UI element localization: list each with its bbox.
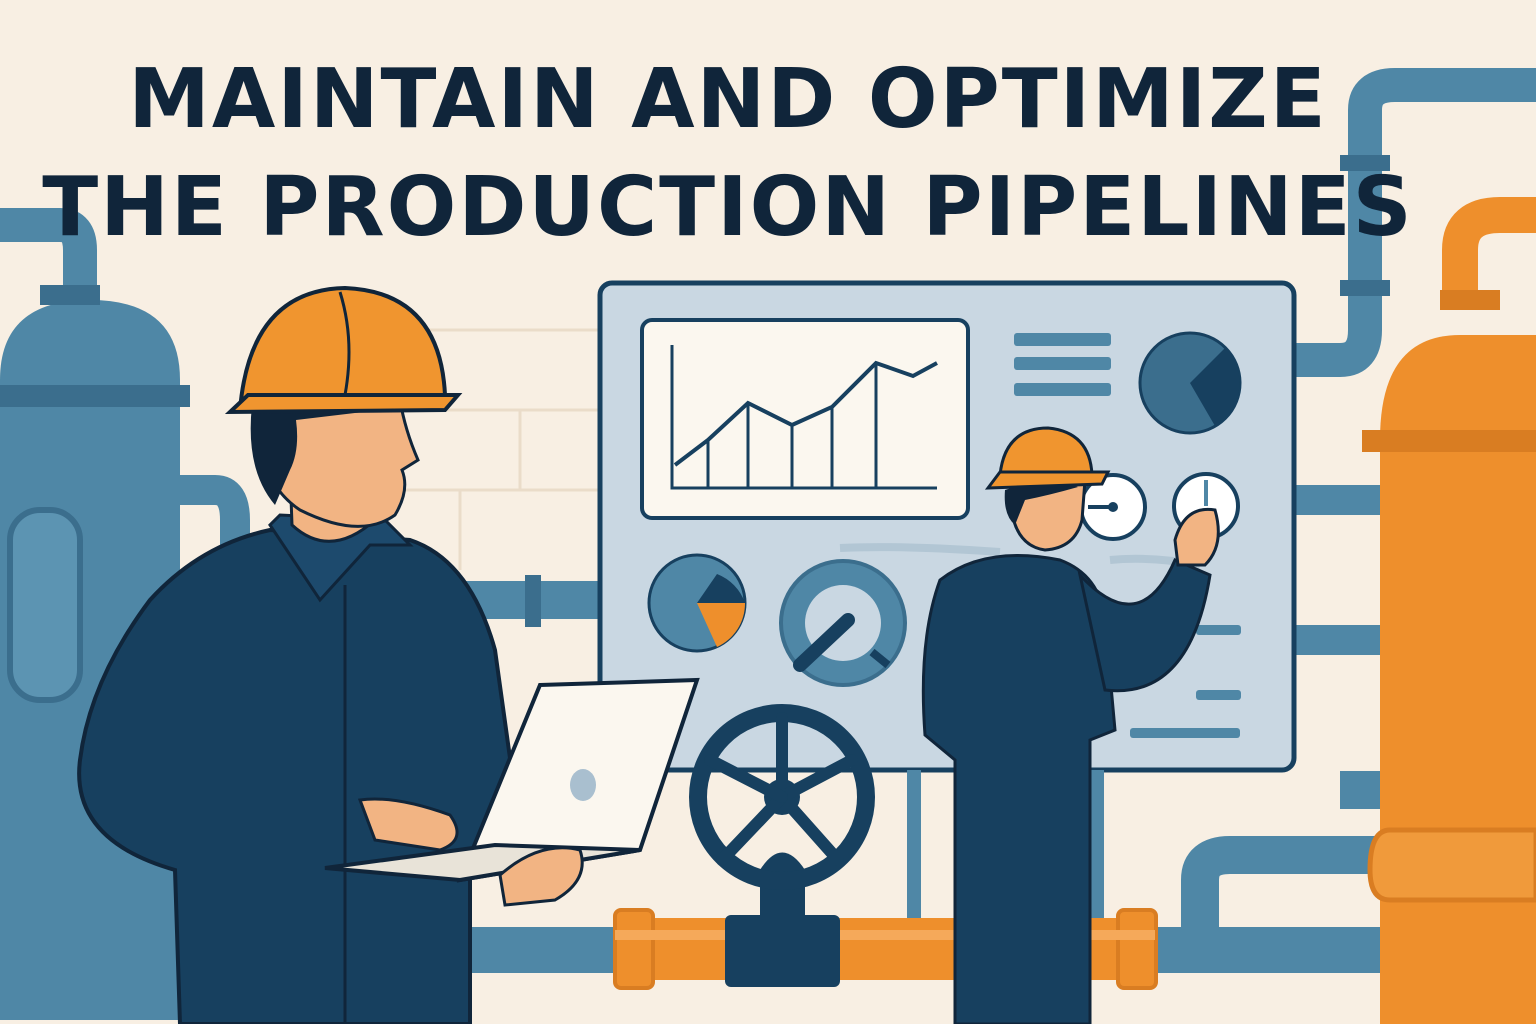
orange-tank-icon [1362,197,1536,1024]
headline-line-2: THE PRODUCTION PIPELINES [42,160,1414,255]
line-chart-icon [670,345,938,490]
right-pipes [1181,68,1536,950]
headline-line-1: MAINTAIN AND OPTIMIZE [128,52,1328,147]
panel-text-lines [1014,333,1241,738]
valve-wheel-icon [689,704,875,987]
small-pie-chart-icon [647,553,747,653]
gauge-icon [779,559,907,687]
laptop-icon [324,677,700,883]
pie-chart-icon [1138,331,1242,435]
panel-stand [907,770,1104,950]
engineer-with-laptop [77,285,700,1024]
engineer-at-panel [921,426,1220,1024]
pipe-flange [1340,280,1390,296]
pipe-flange [525,575,541,627]
pipe-flange [1340,155,1390,171]
